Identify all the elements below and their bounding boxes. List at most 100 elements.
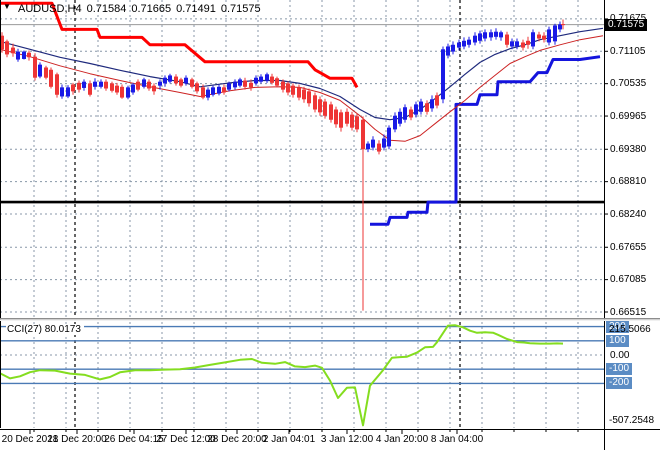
candle-body — [142, 79, 146, 87]
cci-pane[interactable] — [0, 322, 604, 428]
candle-body — [387, 127, 391, 147]
candle-body — [318, 99, 322, 113]
candle-body — [414, 104, 418, 115]
candle-body — [521, 42, 525, 48]
candle-body — [419, 101, 423, 112]
candle-body — [131, 84, 135, 93]
candle-body — [44, 67, 48, 78]
candle-body — [77, 82, 81, 90]
candle-body — [110, 83, 114, 91]
candle-body — [499, 32, 503, 38]
candle-body — [11, 47, 15, 54]
candle-body — [339, 112, 343, 128]
candle-body — [49, 69, 53, 87]
candle-body — [249, 82, 253, 88]
candle-body — [403, 107, 407, 120]
candle-body — [307, 91, 311, 104]
candle-body — [195, 83, 199, 92]
candle-body — [494, 31, 498, 37]
candle-body — [217, 86, 221, 94]
pane-separator[interactable] — [0, 318, 660, 320]
candle-body — [66, 87, 70, 97]
candle-body — [558, 24, 562, 30]
candle-body — [446, 46, 450, 56]
candle-body — [350, 114, 354, 128]
candle-body — [206, 89, 210, 98]
candle-body — [233, 81, 237, 88]
candle-body — [489, 32, 493, 38]
candle-body — [281, 81, 285, 90]
candle-body — [22, 51, 26, 59]
candle-body — [430, 99, 434, 109]
candle-body — [38, 64, 42, 77]
candle-body — [16, 51, 20, 60]
candle-body — [526, 40, 530, 45]
candle-body — [243, 80, 247, 87]
candle-body — [168, 75, 172, 82]
candle-body — [473, 35, 477, 43]
candle-body — [136, 81, 140, 90]
pane-separator-light — [0, 319, 660, 321]
candle-body — [275, 78, 279, 86]
candle-body — [371, 139, 375, 148]
candle-body — [270, 76, 274, 83]
candle-body — [201, 87, 205, 98]
candle-body — [334, 109, 338, 125]
candle-body — [163, 77, 167, 84]
candle-body — [393, 115, 397, 130]
candle-body — [441, 49, 445, 100]
candle-body — [435, 95, 439, 106]
candle-body — [265, 74, 269, 81]
candle-body — [542, 35, 546, 40]
candle-body — [152, 85, 156, 92]
candle-body — [174, 76, 178, 84]
candle-body — [398, 111, 402, 124]
candle-body — [82, 81, 86, 88]
candle-body — [361, 119, 365, 150]
candle-body — [158, 81, 162, 86]
candle-body — [457, 42, 461, 48]
candle-body — [5, 41, 9, 55]
candle-body — [99, 81, 103, 87]
cci-series-line — [0, 324, 564, 427]
candle-body — [366, 143, 370, 150]
candle-body — [222, 87, 226, 93]
stop-line-upper — [0, 1, 359, 89]
candle-body — [297, 87, 301, 98]
main-pane[interactable] — [0, 0, 604, 318]
candle-body — [33, 56, 37, 78]
candle-body — [409, 109, 413, 118]
candle-body — [286, 83, 290, 93]
candle-body — [345, 111, 349, 124]
candle-body — [537, 34, 541, 39]
candle-body — [93, 81, 97, 87]
candle-body — [254, 77, 258, 84]
candle-body — [547, 29, 551, 43]
candle-body — [467, 39, 471, 45]
candle-body — [355, 116, 359, 130]
candle-body — [88, 83, 92, 95]
candle-body — [211, 87, 215, 95]
candle-body — [377, 143, 381, 152]
candle-body — [60, 87, 64, 97]
candle-body — [483, 32, 487, 39]
candle-body — [425, 103, 429, 112]
candle-body — [531, 32, 535, 47]
candle-body — [515, 41, 519, 47]
candle-body — [190, 79, 194, 87]
candle-body — [302, 89, 306, 100]
candle-body — [553, 25, 557, 42]
candle-body — [510, 41, 514, 47]
candle-body — [184, 77, 188, 84]
candle-body — [55, 74, 59, 95]
stop-line-lower — [370, 55, 601, 226]
candle-body — [227, 83, 231, 90]
candle-body — [382, 138, 386, 148]
candle-body — [313, 95, 317, 110]
candle-body — [505, 34, 509, 45]
candle-body — [71, 84, 75, 92]
candle-body — [329, 104, 333, 120]
candle-body — [0, 35, 4, 50]
